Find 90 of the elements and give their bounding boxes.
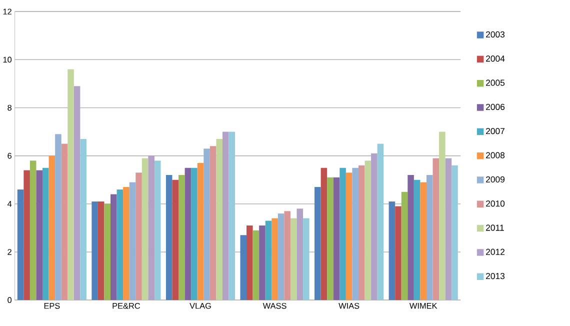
bar bbox=[166, 175, 172, 300]
bar bbox=[377, 144, 384, 300]
bar bbox=[178, 175, 185, 300]
bar bbox=[284, 211, 290, 300]
bar bbox=[340, 168, 346, 300]
bar bbox=[303, 218, 310, 300]
legend-label: 2006 bbox=[486, 104, 505, 110]
bar bbox=[252, 230, 260, 300]
y-tick-label: 0 bbox=[8, 297, 12, 303]
x-tick-label: EPS bbox=[44, 302, 60, 309]
bar bbox=[364, 160, 372, 300]
bar bbox=[426, 175, 433, 300]
legend-label: 2005 bbox=[486, 80, 505, 86]
bar bbox=[408, 175, 414, 300]
legend-label: 2010 bbox=[486, 200, 505, 207]
y-tick-label: 2 bbox=[8, 249, 12, 255]
bar bbox=[278, 213, 284, 300]
legend-label: 2012 bbox=[486, 248, 504, 255]
x-tick-label: WIMEK bbox=[409, 302, 438, 309]
bar bbox=[371, 153, 378, 300]
y-tick-label: 4 bbox=[7, 201, 12, 207]
x-tick-label: WIAS bbox=[338, 302, 360, 309]
bar bbox=[320, 168, 328, 300]
legend-label: 2004 bbox=[486, 55, 505, 62]
y-tick-label: 6 bbox=[8, 152, 12, 159]
bar bbox=[452, 165, 458, 300]
bar bbox=[129, 182, 136, 300]
x-tick-label: VLAG bbox=[190, 302, 211, 309]
bar bbox=[222, 132, 229, 300]
bar bbox=[388, 201, 396, 300]
y-tick-label: 12 bbox=[3, 8, 12, 14]
bar bbox=[327, 177, 334, 300]
bar bbox=[432, 158, 440, 300]
bar bbox=[352, 168, 358, 300]
y-tick-label: 10 bbox=[3, 56, 12, 63]
legend-label: 2009 bbox=[486, 176, 505, 182]
bar bbox=[259, 225, 266, 300]
bar bbox=[296, 208, 304, 300]
bar bbox=[246, 225, 253, 300]
bar bbox=[272, 218, 278, 300]
bar bbox=[24, 170, 30, 300]
bar bbox=[346, 172, 352, 300]
x-tick-label: WASS bbox=[262, 302, 286, 309]
legend-label: 2013 bbox=[486, 272, 505, 280]
bar bbox=[204, 148, 210, 300]
bar bbox=[48, 156, 56, 300]
bar bbox=[142, 158, 148, 300]
legend-label: 2011 bbox=[486, 224, 504, 231]
bar bbox=[414, 180, 420, 300]
bar bbox=[358, 165, 365, 300]
bar bbox=[154, 160, 161, 300]
bar bbox=[216, 138, 222, 300]
bar bbox=[395, 206, 402, 300]
bar bbox=[314, 187, 321, 300]
y-tick-label: 8 bbox=[8, 104, 12, 111]
bar bbox=[439, 132, 446, 300]
legend-label: 2008 bbox=[486, 152, 505, 158]
bar bbox=[42, 168, 49, 300]
bar bbox=[148, 156, 154, 300]
bar bbox=[74, 86, 80, 300]
bar bbox=[36, 170, 43, 300]
legend-label: 2007 bbox=[486, 128, 504, 134]
bar bbox=[172, 180, 179, 300]
bar bbox=[228, 132, 236, 300]
bar bbox=[55, 134, 62, 300]
bar bbox=[80, 138, 86, 300]
bar bbox=[110, 194, 117, 300]
bar bbox=[420, 182, 426, 300]
bar bbox=[98, 201, 104, 300]
bar bbox=[123, 187, 130, 300]
legend-label: 2003 bbox=[486, 31, 505, 38]
bar bbox=[333, 177, 340, 300]
bar bbox=[240, 235, 247, 300]
bar bbox=[197, 162, 204, 300]
bar bbox=[104, 204, 111, 300]
bar bbox=[61, 144, 68, 300]
bar bbox=[290, 218, 297, 300]
bar bbox=[136, 172, 142, 300]
bar bbox=[401, 192, 408, 300]
bar bbox=[30, 160, 36, 300]
bar bbox=[191, 168, 198, 300]
bar bbox=[92, 201, 98, 300]
x-tick-label: PE&RC bbox=[112, 302, 140, 309]
bar bbox=[445, 158, 452, 300]
bar bbox=[68, 69, 74, 300]
bar bbox=[17, 189, 24, 300]
bar bbox=[210, 146, 216, 300]
bar bbox=[184, 168, 192, 300]
bar bbox=[116, 189, 124, 300]
bar bbox=[265, 220, 272, 300]
